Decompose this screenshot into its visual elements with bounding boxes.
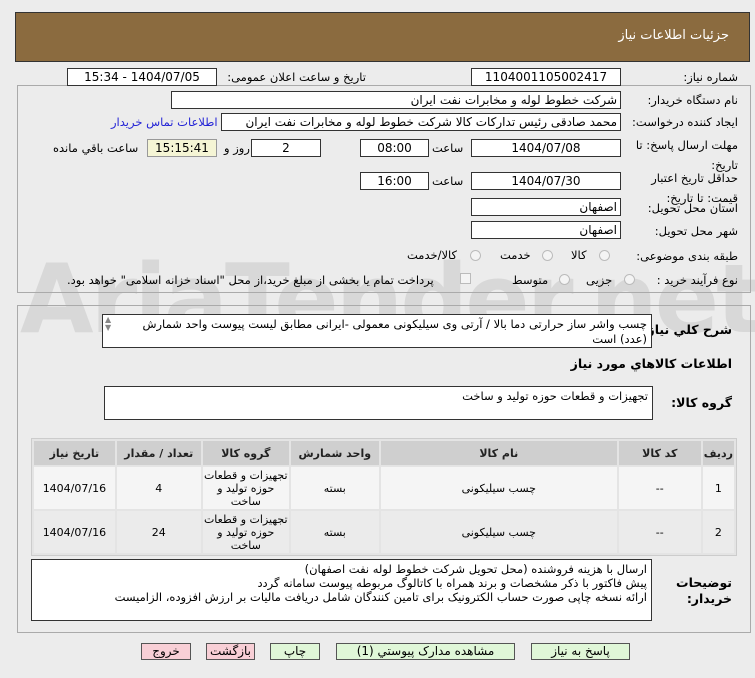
exit-button[interactable]: خروج: [141, 643, 191, 660]
announce-field[interactable]: 1404/07/05 - 15:34: [67, 68, 217, 86]
requester-label: ایجاد کننده درخواست:: [632, 115, 738, 129]
process-option-minor: جزیی: [586, 273, 613, 287]
page-title: جزئیات اطلاعات نیاز: [618, 28, 729, 43]
validity-time-field[interactable]: 16:00: [360, 172, 429, 190]
treasury-payment-checkbox[interactable]: [460, 273, 471, 284]
remaining-label: ساعت باقي مانده: [53, 141, 139, 155]
cell-row: 1: [702, 467, 734, 509]
print-button[interactable]: چاپ: [270, 643, 320, 660]
process-radio-medium[interactable]: [559, 274, 570, 285]
notes-line: ارسال با هزینه فروشنده (محل تحویل شرکت خ…: [304, 562, 647, 576]
cell-qty: 4: [116, 467, 201, 509]
category-option-goods: کالا: [571, 248, 587, 262]
need-number-label: شماره نیاز:: [683, 70, 738, 84]
reply-button[interactable]: پاسخ به نیاز: [531, 643, 630, 660]
cell-row: 2: [702, 511, 734, 553]
cell-unit: بسته: [290, 467, 379, 509]
province-field[interactable]: اصفهان: [471, 198, 621, 216]
validity-hour-label: ساعت: [432, 174, 464, 188]
goods-group-label: گروه کالا:: [671, 395, 732, 410]
table-row: 1 -- چسب سیلیکونی بسته تجهیزات و قطعات ح…: [34, 467, 734, 509]
buyer-label: نام دستگاه خریدار:: [647, 93, 738, 107]
cell-name: چسب سیلیکونی: [380, 467, 617, 509]
city-field[interactable]: اصفهان: [471, 221, 621, 239]
col-row: ردیف: [702, 441, 734, 465]
days-label: روز و: [224, 141, 250, 155]
process-radio-minor[interactable]: [624, 274, 635, 285]
validity-label: حداقل تاریخ اعتبار قیمت: تا تاریخ:: [651, 171, 738, 205]
deadline-time-field[interactable]: 08:00: [360, 139, 429, 157]
cell-group: تجهیزات و قطعات حوزه تولید و ساخت: [202, 467, 289, 509]
goods-section-title: اطلاعات کالاهاي مورد نياز: [570, 356, 732, 371]
cell-code: --: [618, 511, 701, 553]
col-qty: تعداد / مقدار: [116, 441, 201, 465]
category-label: طبقه بندی موضوعی:: [636, 249, 738, 263]
cell-qty: 24: [116, 511, 201, 553]
goods-group-textarea[interactable]: تجهیزات و قطعات حوزه تولید و ساخت: [104, 386, 653, 420]
buyer-contact-link[interactable]: اطلاعات تماس خریدار: [111, 115, 218, 129]
goods-table: ردیف کد کالا نام کالا واحد شمارش گروه کا…: [31, 438, 737, 556]
cell-date: 1404/07/16: [34, 467, 115, 509]
notes-label: توضیحات خریدار:: [676, 575, 732, 606]
category-option-both: کالا/خدمت: [407, 248, 458, 262]
col-name: نام کالا: [380, 441, 617, 465]
description-textarea[interactable]: چسب واشر ساز حرارتی دما بالا / آرتی وی س…: [102, 314, 652, 348]
deadline-label: مهلت ارسال پاسخ: تا تاریخ:: [635, 138, 738, 172]
notes-line: ارائه نسخه چاپی صورت حساب الکترونیک برای…: [114, 590, 647, 604]
info-panel: [17, 85, 751, 293]
table-row: 2 -- چسب سیلیکونی بسته تجهیزات و قطعات ح…: [34, 511, 734, 553]
cell-date: 1404/07/16: [34, 511, 115, 553]
cell-unit: بسته: [290, 511, 379, 553]
goods-panel: [17, 305, 751, 633]
province-label: استان محل تحویل:: [647, 201, 738, 215]
treasury-payment-note: پرداخت تمام یا بخشی از مبلغ خرید،از محل …: [67, 273, 434, 287]
remaining-time-field: 15:15:41: [147, 139, 217, 157]
cell-code: --: [618, 467, 701, 509]
cell-group: تجهیزات و قطعات حوزه تولید و ساخت: [202, 511, 289, 553]
back-button[interactable]: بازگشت: [206, 643, 255, 660]
days-field[interactable]: 2: [251, 139, 321, 157]
category-option-service: خدمت: [500, 248, 531, 262]
scroll-arrows-icon[interactable]: ▲ ▼: [105, 315, 112, 332]
city-label: شهر محل تحویل:: [654, 224, 738, 238]
notes-line: پیش فاکتور با ذکر مشخصات و برند همراه با…: [257, 576, 647, 590]
view-attachments-button[interactable]: مشاهده مدارک پیوستي (1): [336, 643, 515, 660]
validity-date-field[interactable]: 1404/07/30: [471, 172, 621, 190]
process-option-medium: متوسط: [512, 273, 549, 287]
deadline-hour-label: ساعت: [432, 141, 464, 155]
description-label: شرح کلي نياز:: [642, 322, 732, 337]
page-header: جزئیات اطلاعات نیاز: [15, 12, 750, 62]
cell-name: چسب سیلیکونی: [380, 511, 617, 553]
announce-label: تاریخ و ساعت اعلان عمومی:: [227, 70, 366, 84]
category-radio-service[interactable]: [542, 250, 553, 261]
requester-field[interactable]: محمد صادقی رئیس تدارکات کالا شرکت خطوط ل…: [221, 113, 621, 131]
buyer-field[interactable]: شرکت خطوط لوله و مخابرات نفت ایران: [171, 91, 621, 109]
notes-textarea[interactable]: ارسال با هزینه فروشنده (محل تحویل شرکت خ…: [31, 559, 652, 621]
category-radio-goods[interactable]: [599, 250, 610, 261]
col-code: کد کالا: [618, 441, 701, 465]
col-group: گروه کالا: [202, 441, 289, 465]
need-number-field[interactable]: 1104001105002417: [471, 68, 621, 86]
col-unit: واحد شمارش: [290, 441, 379, 465]
col-date: تاریخ نیاز: [34, 441, 115, 465]
deadline-date-field[interactable]: 1404/07/08: [471, 139, 621, 157]
category-radio-both[interactable]: [470, 250, 481, 261]
process-label: نوع فرآیند خرید :: [656, 273, 738, 287]
